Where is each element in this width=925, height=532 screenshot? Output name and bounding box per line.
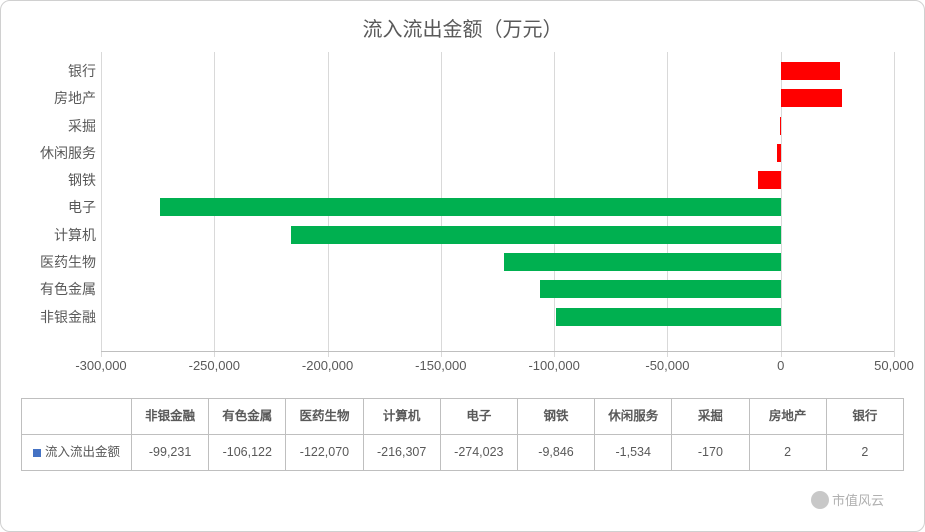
bar [160,198,781,216]
bar [540,280,780,298]
table-col-header: 非银金融 [132,399,209,435]
watermark-text: 市值风云 [832,490,884,509]
x-tick-label: -200,000 [302,358,353,373]
table-col-header: 钢铁 [517,399,594,435]
chart-container: 流入流出金额（万元） 银行房地产采掘休闲服务钢铁电子计算机医药生物有色金属非银金… [0,0,925,532]
table-cell: -122,070 [286,435,363,471]
x-tick-mark [554,352,555,357]
x-tick-mark [441,352,442,357]
table-cell: -1,534 [595,435,672,471]
x-tick-mark [781,352,782,357]
x-tick-mark [328,352,329,357]
plot-area [101,52,894,352]
x-axis-labels: -300,000-250,000-200,000-150,000-100,000… [101,352,894,392]
series-label-text: 流入流出金额 [45,445,120,459]
table-series-label: 流入流出金额 [22,435,132,471]
bar [758,171,780,189]
legend-marker-icon [33,449,41,457]
y-tick-label: 非银金融 [21,307,96,327]
y-tick-label: 医药生物 [21,252,96,272]
table-col-header: 银行 [826,399,903,435]
table-col-header: 有色金属 [209,399,286,435]
x-tick-label: -300,000 [75,358,126,373]
watermark-icon [811,491,829,509]
table-cell: -216,307 [363,435,440,471]
table-cell: -106,122 [209,435,286,471]
y-tick-label: 计算机 [21,225,96,245]
y-tick-label: 休闲服务 [21,143,96,163]
x-tick-mark [894,352,895,357]
table-col-header: 医药生物 [286,399,363,435]
table-cell: 2 [826,435,903,471]
table-col-header: 房地产 [749,399,826,435]
grid-line [101,52,102,352]
x-tick-label: 0 [777,358,784,373]
table-stub-header [22,399,132,435]
table-cell: -170 [672,435,749,471]
y-axis-labels: 银行房地产采掘休闲服务钢铁电子计算机医药生物有色金属非银金融 [21,52,96,352]
x-tick-label: 50,000 [874,358,914,373]
bar [780,117,781,135]
y-tick-label: 钢铁 [21,170,96,190]
table-cell: -274,023 [440,435,517,471]
bar [777,144,780,162]
bar [781,62,840,80]
chart-title: 流入流出金额（万元） [21,13,904,42]
x-tick-label: -150,000 [415,358,466,373]
table-cell: 2 [749,435,826,471]
x-tick-mark [214,352,215,357]
grid-line [894,52,895,352]
table-col-header: 采掘 [672,399,749,435]
y-tick-label: 银行 [21,61,96,81]
data-table: 非银金融 有色金属 医药生物 计算机 电子 钢铁 休闲服务 采掘 房地产 银行 … [21,398,904,471]
table-col-header: 计算机 [363,399,440,435]
y-tick-label: 房地产 [21,88,96,108]
plot-wrapper: 银行房地产采掘休闲服务钢铁电子计算机医药生物有色金属非银金融 -300,000-… [101,52,894,392]
y-tick-label: 电子 [21,197,96,217]
bar [504,253,781,271]
y-tick-label: 有色金属 [21,279,96,299]
table-col-header: 电子 [440,399,517,435]
table-value-row: 流入流出金额 -99,231 -106,122 -122,070 -216,30… [22,435,904,471]
y-tick-label: 采掘 [21,116,96,136]
x-tick-label: -100,000 [528,358,579,373]
watermark: 市值风云 [811,490,884,509]
bar [556,308,781,326]
x-tick-label: -250,000 [189,358,240,373]
x-tick-mark [101,352,102,357]
bar [781,89,842,107]
x-tick-mark [667,352,668,357]
table-cell: -99,231 [132,435,209,471]
table-header-row: 非银金融 有色金属 医药生物 计算机 电子 钢铁 休闲服务 采掘 房地产 银行 [22,399,904,435]
x-tick-label: -50,000 [645,358,689,373]
table-col-header: 休闲服务 [595,399,672,435]
table-cell: -9,846 [517,435,594,471]
bar [291,226,781,244]
